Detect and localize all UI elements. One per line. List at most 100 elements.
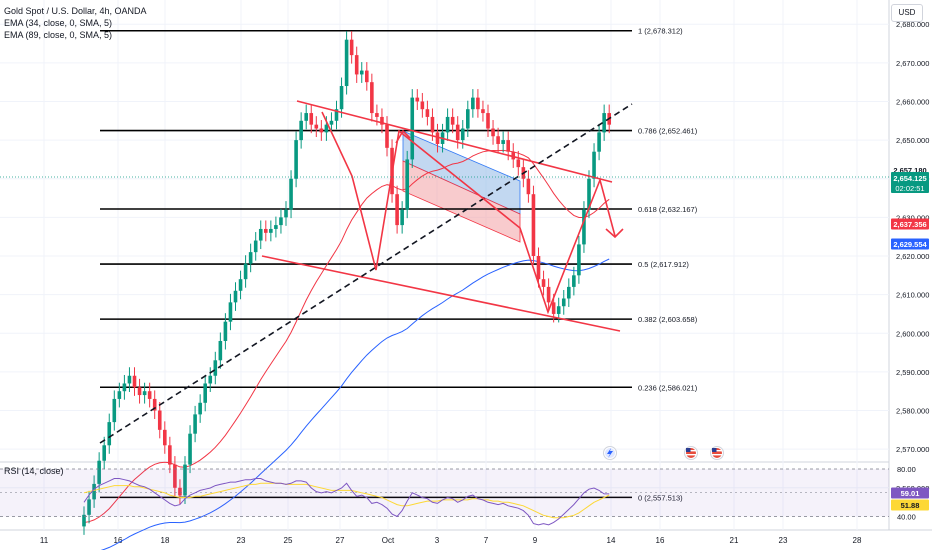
candle (193, 405, 197, 443)
candle (370, 73, 374, 122)
candle-body (178, 487, 182, 496)
candle (178, 479, 182, 505)
candle (168, 436, 172, 474)
candle (173, 456, 177, 497)
flag-stripe (712, 454, 722, 456)
candle-body (264, 228, 268, 233)
fib-level-label: 0.618 (2,632.167) (638, 205, 698, 214)
y-tick-label: 2,570.000 (896, 445, 929, 454)
candle-body (536, 256, 541, 280)
candle (531, 185, 536, 265)
candle-body (501, 140, 505, 144)
candle-body (516, 159, 521, 168)
candle (329, 112, 334, 134)
candle-body (289, 178, 293, 210)
arrow-head (395, 129, 411, 144)
candle-body (400, 209, 404, 226)
candle-body (425, 109, 430, 117)
candle (218, 332, 223, 369)
candle (455, 116, 460, 149)
candle (445, 108, 450, 141)
candle-body (157, 410, 162, 430)
candle-body (587, 178, 591, 210)
x-tick-label: 27 (336, 536, 345, 545)
candle-body (102, 445, 106, 461)
candle-body (208, 375, 213, 384)
y-tick-label: 2,610.000 (896, 291, 929, 300)
candle-body (551, 302, 556, 314)
candle-body (147, 391, 152, 399)
candle (279, 208, 283, 234)
candle-body (582, 209, 586, 245)
candle-body (233, 290, 238, 303)
last-price-badge: 2,654.125 (893, 174, 926, 183)
candle (400, 201, 404, 234)
x-tick-label: 16 (114, 536, 123, 545)
candle (602, 104, 606, 141)
candle (592, 143, 596, 188)
candle (274, 216, 278, 238)
fib-level-label: 1 (2,678.312) (638, 27, 683, 36)
candle (87, 490, 91, 524)
candle-body (491, 128, 495, 137)
x-tick-label: 3 (435, 536, 440, 545)
currency-button[interactable]: USD (891, 4, 923, 22)
candle-body (567, 286, 571, 299)
symbol-title[interactable]: Gold Spot / U.S. Dollar, 4h, OANDA (4, 6, 147, 16)
candle-body (117, 391, 122, 399)
candle (198, 394, 202, 423)
y-tick-label: 2,590.000 (896, 368, 929, 377)
lightning-glyph (607, 448, 613, 458)
rsi-legend[interactable]: RSI (14, close) (4, 466, 64, 476)
candle-body (132, 375, 137, 388)
candle-body (309, 113, 314, 125)
x-tick-label: Oct (382, 536, 395, 545)
ema34-badge-bg (891, 218, 929, 230)
candle-body (314, 124, 319, 129)
candle-body (213, 360, 218, 376)
candle-body (420, 101, 425, 110)
x-tick-label: 14 (607, 536, 616, 545)
ema89-legend[interactable]: EMA (89, close, 0, SMA, 5) (4, 30, 113, 40)
candle-body (577, 244, 581, 276)
candle-body (602, 113, 606, 133)
candle (127, 367, 132, 392)
candle (122, 374, 127, 400)
ema34-legend[interactable]: EMA (34, close, 0, SMA, 5) (4, 18, 113, 28)
candle (546, 278, 551, 311)
candle (541, 270, 546, 296)
candle (597, 123, 601, 161)
candle-body (455, 124, 460, 141)
candle (344, 31, 349, 95)
candle-body (198, 402, 202, 415)
candle-body (481, 109, 485, 114)
flag-canton (712, 448, 717, 452)
y-tick-label: 2,620.000 (896, 252, 929, 261)
candle-body (541, 279, 546, 287)
candle-body (248, 252, 253, 264)
upper-trendline (296, 100, 613, 183)
candle-body (445, 116, 450, 133)
rsi-value-badge-bg (891, 487, 929, 499)
candle (354, 46, 359, 83)
candle (466, 100, 470, 138)
y-tick-label: 2,650.000 (896, 136, 929, 145)
rsi-ma-line (83, 482, 610, 519)
candle-body (168, 445, 172, 465)
fib-level-label: 0.786 (2,652.461) (638, 127, 698, 136)
candle-body (107, 422, 112, 446)
y-tick-label: 2,680.000 (896, 20, 929, 29)
candle-body (112, 398, 117, 423)
fib-level-label: 0 (2,557.513) (638, 493, 683, 502)
candle (304, 104, 308, 130)
candle (102, 436, 106, 470)
rsi-line (83, 478, 610, 526)
candle-body (284, 209, 288, 218)
candle (450, 108, 455, 134)
candle (435, 123, 440, 153)
dashed-trendline (99, 103, 633, 444)
candle (264, 220, 268, 242)
x-tick-label: 11 (40, 536, 49, 545)
